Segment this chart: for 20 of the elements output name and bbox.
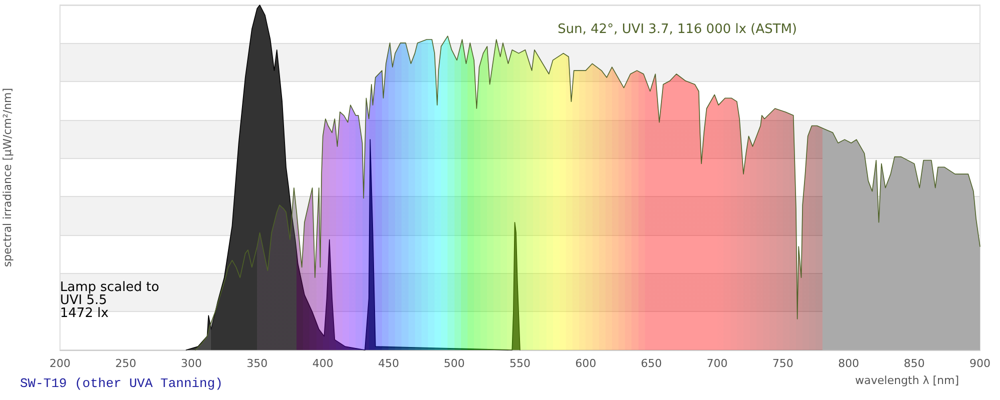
- x-tick-label: 900: [970, 357, 990, 370]
- x-tick-label: 500: [444, 357, 465, 370]
- x-tick-label: 250: [115, 357, 136, 370]
- x-tick-label: 550: [510, 357, 530, 370]
- text: Lamp scaled to UVI 5.5 1472 lx: [60, 280, 160, 321]
- x-tick-label: 200: [50, 357, 70, 370]
- x-tick-label: 700: [706, 357, 728, 370]
- x-axis-title: wavelength λ [nm]: [855, 374, 959, 387]
- y-axis-title: spectral irradiance [µW/cm²/nm]: [1, 88, 14, 268]
- x-tick-label: 850: [904, 357, 925, 370]
- x-tick-label: 400: [312, 357, 334, 370]
- series-label: Sun, 42°, UVI 3.7, 116 000 lx (ASTM): [558, 22, 797, 37]
- x-tick-label: 600: [575, 357, 596, 370]
- x-tick-label: 750: [772, 357, 794, 370]
- x-tick-label: 800: [838, 357, 860, 370]
- x-tick-label: 450: [378, 357, 400, 370]
- text: SW-T19 (other UVA Tanning): [20, 376, 223, 391]
- x-tick-label: 300: [180, 357, 202, 370]
- x-tick-label: 650: [640, 357, 662, 370]
- x-tick-label: 350: [246, 357, 268, 370]
